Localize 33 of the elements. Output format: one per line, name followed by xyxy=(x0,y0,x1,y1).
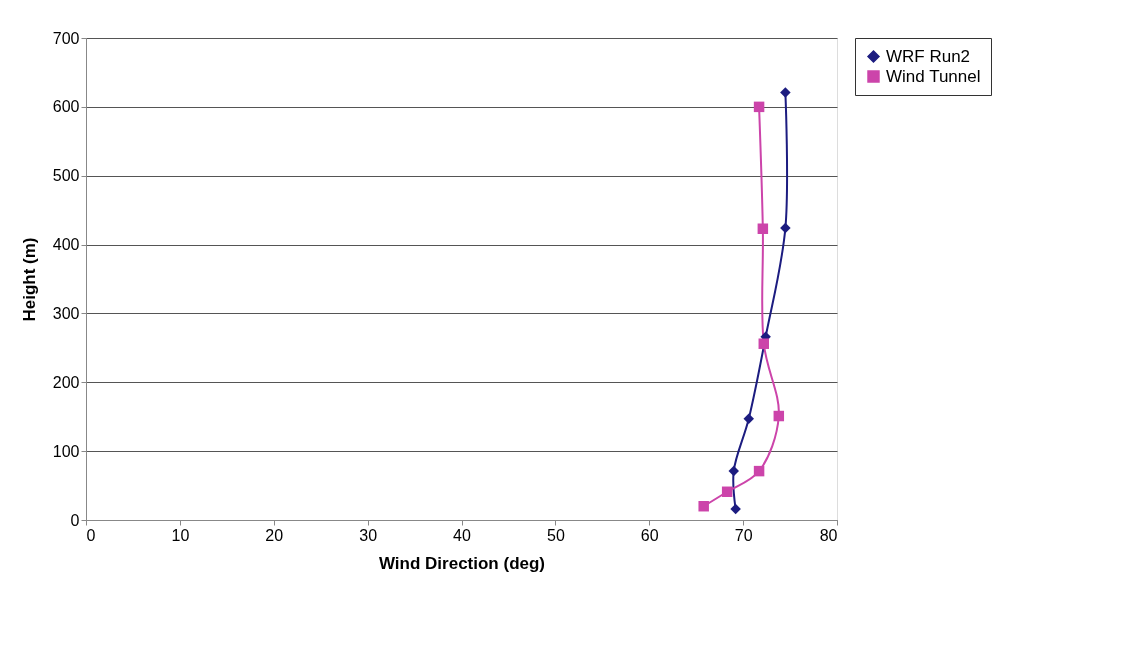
point xyxy=(730,503,741,515)
point xyxy=(758,338,770,349)
y-tick-label: 700 xyxy=(52,29,80,47)
y-tick-label: 200 xyxy=(52,373,80,391)
point xyxy=(753,101,765,113)
point xyxy=(773,410,785,422)
x-tick-label: 30 xyxy=(359,526,378,544)
x-tick-label: 50 xyxy=(546,526,565,544)
point xyxy=(780,222,791,234)
x-tick-label: 20 xyxy=(265,526,284,544)
y-axis-title: Height (m) xyxy=(19,237,39,322)
point xyxy=(780,87,791,98)
point xyxy=(753,465,765,477)
y-tick-label: 100 xyxy=(52,442,80,460)
point xyxy=(698,500,709,512)
x-tick-label: 60 xyxy=(640,526,659,544)
point xyxy=(743,413,754,425)
point xyxy=(728,465,739,477)
x-tick-label: 80 xyxy=(819,526,838,544)
point xyxy=(721,486,733,498)
legend-label: WRF Run2 xyxy=(886,46,971,66)
y-tick-label: 400 xyxy=(52,236,80,254)
y-tick-label: 300 xyxy=(52,304,80,322)
x-tick-label: 40 xyxy=(453,526,471,544)
x-tick-label: 10 xyxy=(171,526,190,544)
x-axis-title: Wind Direction (deg) xyxy=(378,553,546,573)
point xyxy=(757,223,769,234)
x-tick-label: 0 xyxy=(86,526,96,544)
y-tick-label: 500 xyxy=(52,167,80,185)
y-tick-label: 600 xyxy=(52,98,80,116)
x-tick-label: 70 xyxy=(734,526,753,544)
y-tick-label: 0 xyxy=(70,511,80,529)
legend-label: Wind Tunnel xyxy=(886,66,981,86)
